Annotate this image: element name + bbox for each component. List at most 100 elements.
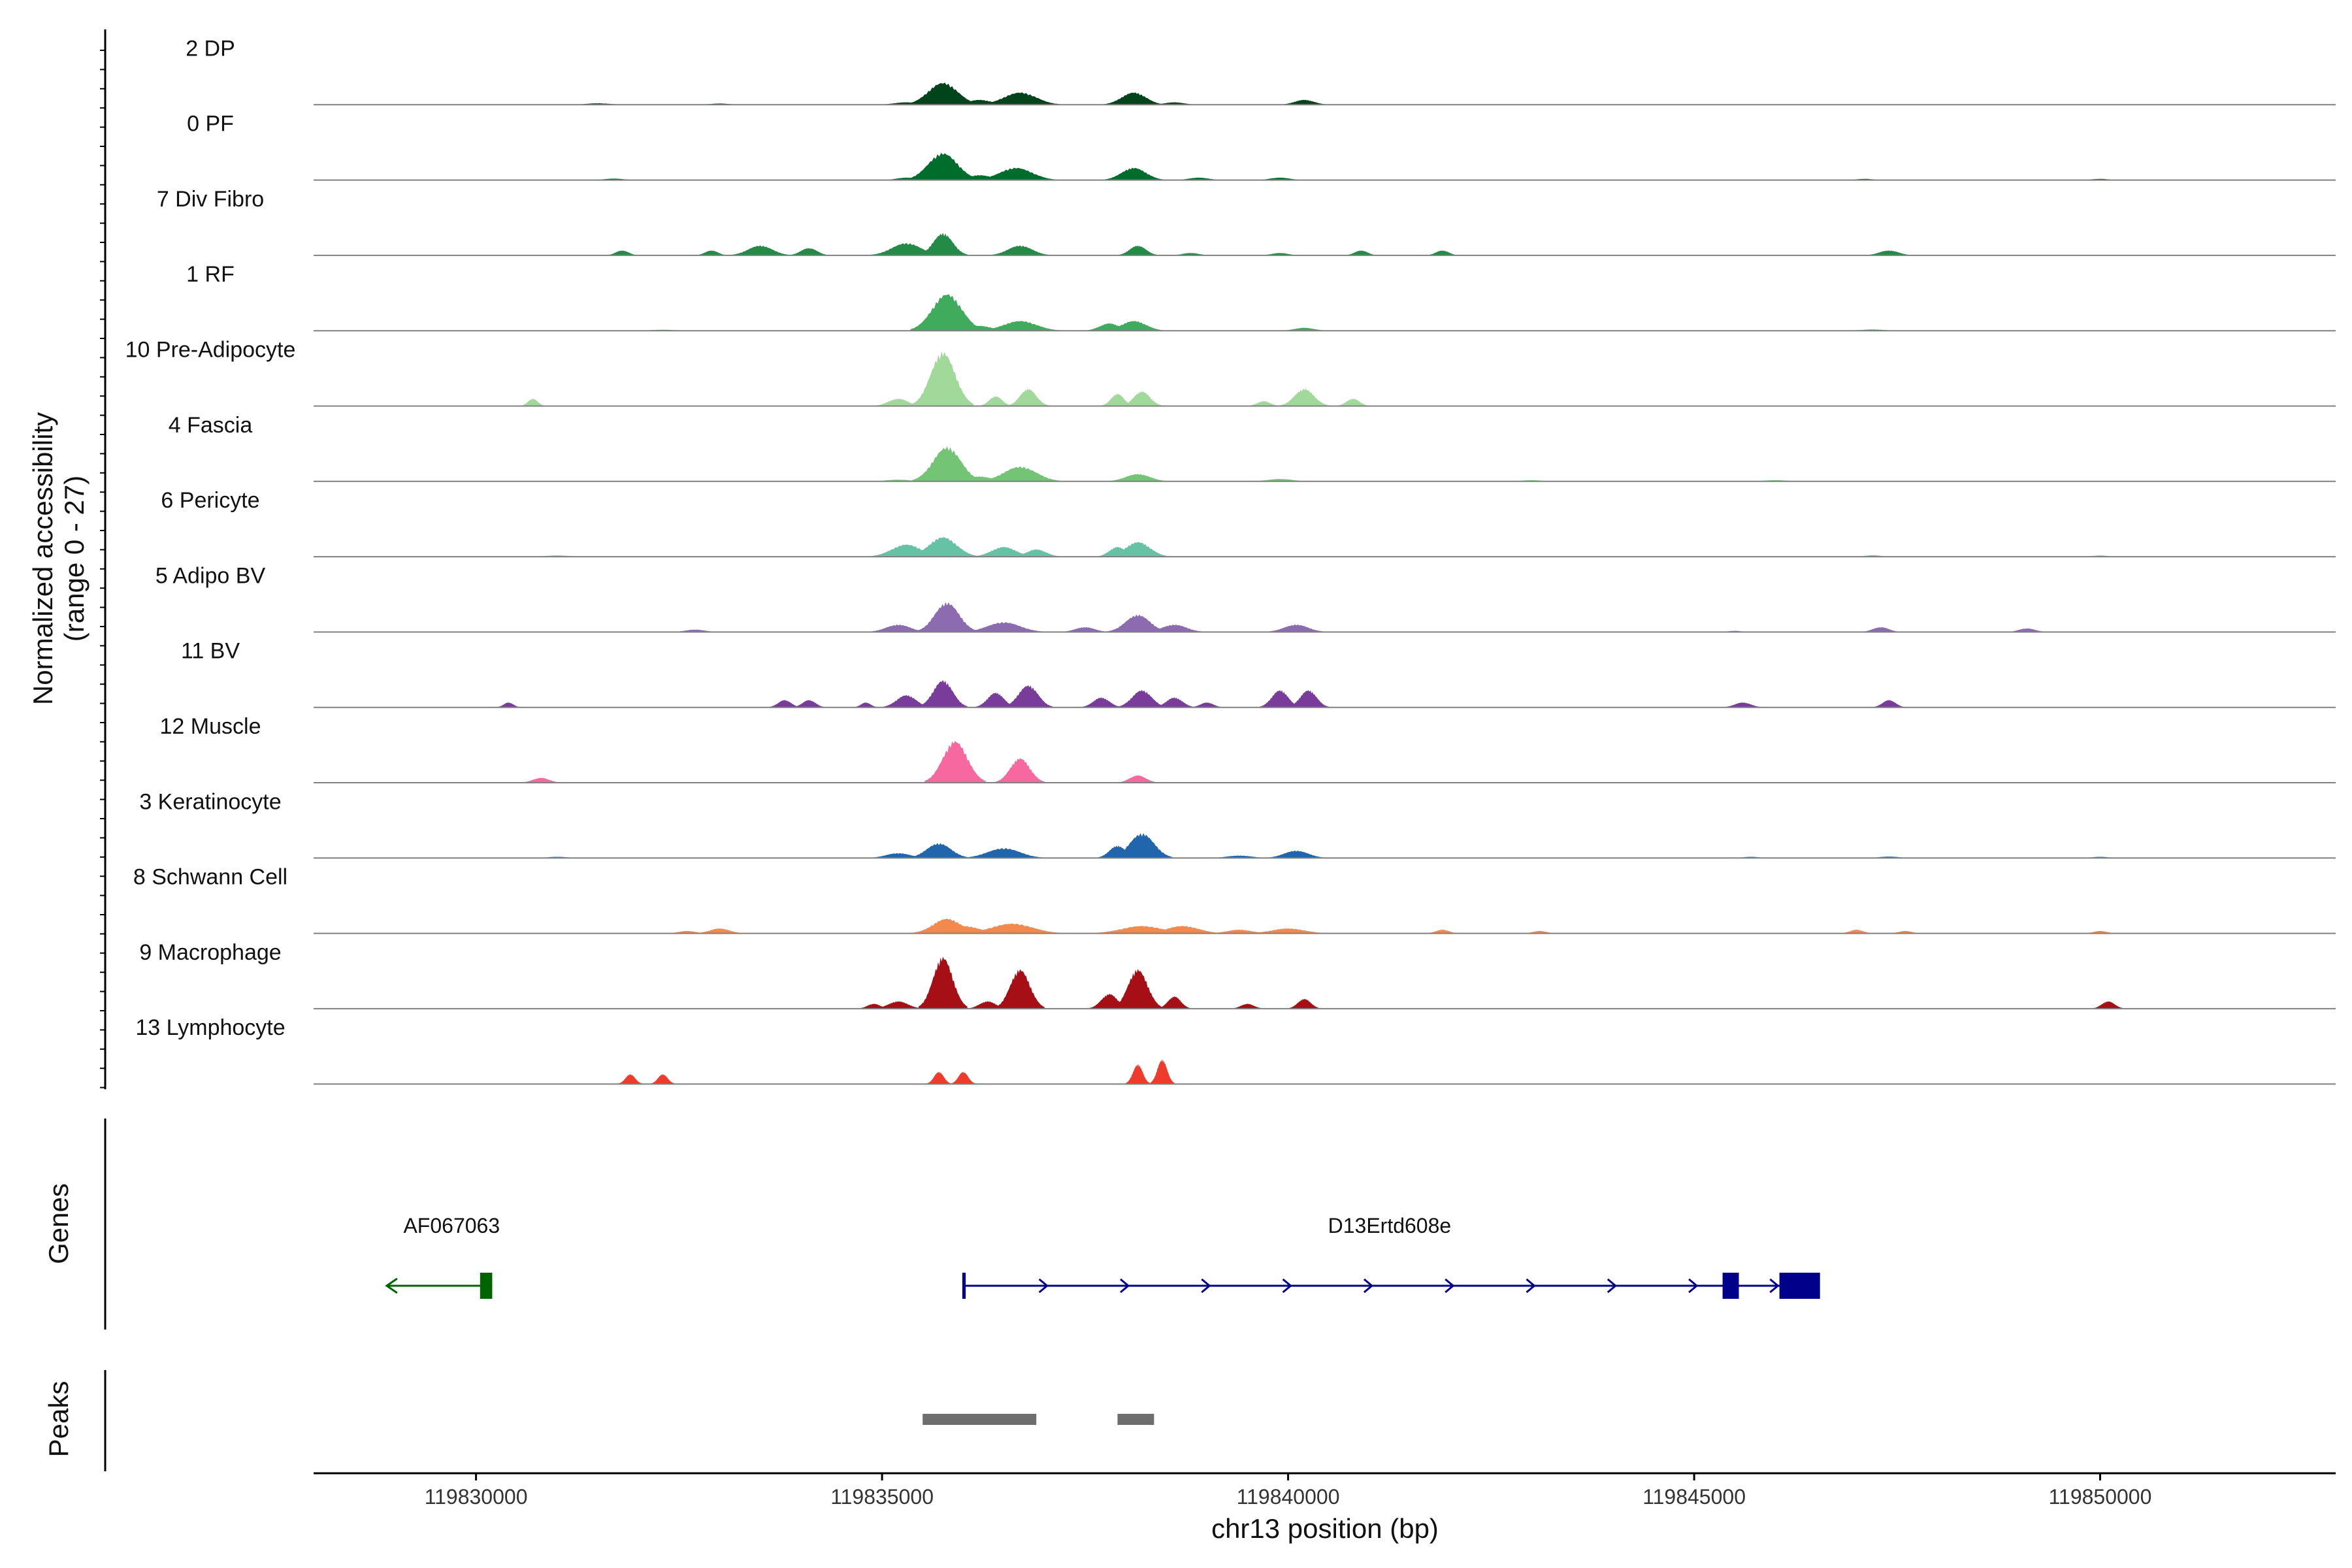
coverage-peak [1107, 614, 1169, 632]
coverage-peak [1113, 969, 1162, 1009]
coverage-peak [789, 248, 830, 255]
coverage-track: 7 Div Fibro [157, 187, 2336, 256]
coverage-peak [906, 152, 980, 180]
coverage-peak [1247, 928, 1329, 934]
coverage-peak [1266, 624, 1327, 632]
strand-arrow [1688, 1278, 1699, 1294]
peak-region [1117, 1414, 1154, 1425]
strand-arrow [1363, 1278, 1374, 1294]
coverage-peak [919, 679, 968, 708]
coverage-peak [975, 167, 1057, 180]
track-label: 0 PF [187, 112, 234, 137]
coverage-peak [1004, 685, 1053, 708]
coverage-peak [1158, 996, 1191, 1009]
x-axis-title: chr13 position (bp) [1211, 1513, 1439, 1544]
coverage-peak [1337, 399, 1369, 406]
coverage-peak [1280, 99, 1329, 105]
coverage-peak [1247, 400, 1281, 406]
track-label: 9 Macrophage [139, 940, 281, 965]
coverage-track: 4 Fascia [169, 413, 2336, 482]
track-label: 13 Lymphocyte [135, 1015, 285, 1040]
coverage-peak [1154, 697, 1195, 708]
coverage-track: 11 BV [181, 639, 2336, 708]
coverage-peak [963, 848, 1045, 858]
track-area: 2 DP 0 PF 7 Div Fibro 1 RF 10 Pre-Adipocyte 4… [125, 36, 2336, 1085]
coverage-peak [1089, 994, 1130, 1009]
coverage-peak [650, 1073, 676, 1085]
coverage-peak [912, 446, 982, 482]
track-label: 7 Div Fibro [157, 187, 264, 212]
strand-arrow [1201, 1278, 1211, 1294]
coverage-peak [975, 692, 1017, 708]
coverage-peak [951, 1071, 975, 1085]
strand-arrow [1120, 1278, 1130, 1294]
coverage-peak [882, 694, 931, 708]
coverage-peak [1126, 1064, 1151, 1085]
coverage-peak [912, 351, 973, 406]
gene-label: D13Ertd608e [1328, 1214, 1452, 1237]
coverage-peak [1101, 393, 1134, 406]
coverage-peak [1288, 690, 1329, 708]
gene-exon [480, 1273, 493, 1299]
coverage-track: 12 Muscle [160, 714, 2336, 783]
coverage-peak [1280, 327, 1329, 331]
coverage-peak [908, 843, 970, 858]
coverage-peak [1150, 1059, 1175, 1085]
x-tick-label: 119835000 [830, 1485, 934, 1509]
coverage-peak [1426, 930, 1459, 934]
coverage-peak [996, 758, 1045, 783]
track-label: 1 RF [186, 262, 235, 287]
coverage-peak [868, 853, 929, 858]
coverage-peak [906, 82, 980, 105]
coverage-peak [1345, 250, 1378, 255]
coverage-peak [874, 399, 923, 406]
coverage-peak [1111, 833, 1173, 858]
gene-track: AF067063 D13Ertd608e [104, 1119, 1820, 1330]
coverage-track: 3 Keratinocyte [139, 789, 2336, 859]
gene-model: AF067063 [385, 1214, 500, 1299]
coverage-peak [1872, 700, 1906, 708]
coverage-track: 2 DP [186, 36, 2336, 106]
coverage-peak [695, 250, 728, 255]
coverage-peak [949, 325, 1010, 331]
strand-arrow [1282, 1278, 1292, 1294]
gene-exon [1779, 1273, 1820, 1299]
coverage-peak [695, 928, 744, 934]
coverage-peak [1231, 1004, 1264, 1009]
genes-axis-title: Genes [43, 1183, 74, 1264]
track-label: 5 Adipo BV [155, 563, 266, 588]
coverage-peak [1840, 930, 1873, 934]
coverage-peak [1117, 775, 1158, 783]
coverage-peak [768, 700, 801, 708]
track-label: 10 Pre-Adipocyte [125, 338, 296, 363]
gene-exon [1722, 1273, 1739, 1299]
coverage-peak [1426, 250, 1459, 255]
coverage-track: 6 Pericyte [161, 488, 2336, 558]
coverage-peak [996, 969, 1045, 1009]
coverage-peak [910, 294, 984, 331]
x-tick-label: 119845000 [1642, 1485, 1746, 1509]
coverage-peak [1266, 850, 1327, 858]
coverage-peak [1117, 690, 1167, 708]
coverage-peak [1081, 697, 1122, 708]
gene-exon [962, 1273, 966, 1299]
coverage-peak [521, 777, 562, 783]
coverage-peak [973, 547, 1035, 557]
coverage-peak [857, 1004, 890, 1009]
track-label: 8 Schwann Cell [133, 865, 287, 890]
y-axis-range: (range 0 - 27) [59, 476, 90, 642]
coverage-peak [979, 92, 1061, 105]
coverage-peak [979, 396, 1012, 406]
coverage-peak [989, 245, 1051, 255]
coverage-track: 0 PF [187, 112, 2336, 181]
coverage-peak [1097, 845, 1138, 858]
coverage-track: 10 Pre-Adipocyte [125, 338, 2336, 407]
x-axis: 119830000 119835000 119840000 119845000 1198… [314, 1472, 2336, 1509]
strand-arrow [1526, 1278, 1536, 1294]
coverage-peak [870, 242, 943, 255]
peaks-axis-title: Peaks [43, 1381, 74, 1458]
coverage-peak [521, 399, 546, 406]
coverage-peak [1860, 627, 1901, 632]
x-tick-label: 119830000 [425, 1485, 528, 1509]
